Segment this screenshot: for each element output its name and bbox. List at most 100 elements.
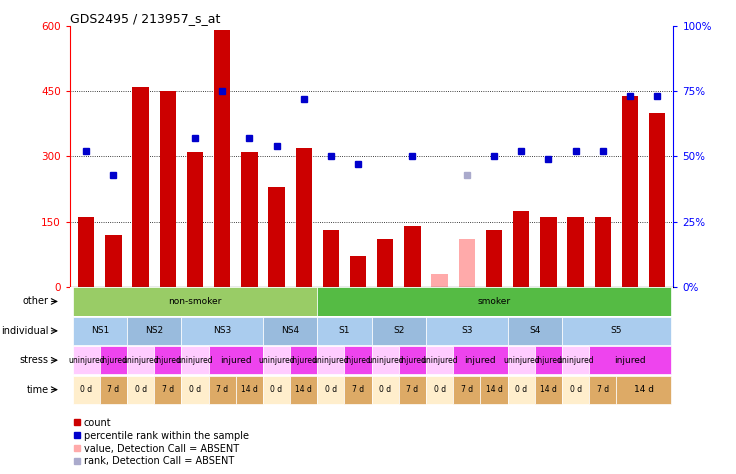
Bar <box>508 346 535 374</box>
Text: uninjured: uninjured <box>122 356 159 365</box>
Text: S5: S5 <box>611 327 622 335</box>
Text: S3: S3 <box>461 327 473 335</box>
Bar <box>317 375 344 404</box>
Bar <box>241 152 258 287</box>
Bar <box>372 346 399 374</box>
Text: 0 d: 0 d <box>379 385 392 394</box>
Bar <box>431 274 447 287</box>
Text: 14 d: 14 d <box>241 385 258 394</box>
Bar <box>562 317 670 345</box>
Bar <box>567 217 584 287</box>
Bar <box>127 375 155 404</box>
Text: S2: S2 <box>393 327 405 335</box>
Text: GDS2495 / 213957_s_at: GDS2495 / 213957_s_at <box>70 12 220 25</box>
Bar <box>535 375 562 404</box>
Text: individual: individual <box>1 326 49 336</box>
Text: 7 d: 7 d <box>162 385 174 394</box>
Text: uninjured: uninjured <box>313 356 349 365</box>
Bar <box>459 239 475 287</box>
Text: uninjured: uninjured <box>258 356 295 365</box>
Text: injured: injured <box>344 356 372 365</box>
Bar <box>296 148 312 287</box>
Text: 0 d: 0 d <box>189 385 201 394</box>
Text: non-smoker: non-smoker <box>169 297 222 306</box>
Text: uninjured: uninjured <box>367 356 403 365</box>
Bar <box>426 346 453 374</box>
Text: NS1: NS1 <box>91 327 109 335</box>
Text: 7 d: 7 d <box>216 385 228 394</box>
Text: 0 d: 0 d <box>80 385 92 394</box>
Text: 14 d: 14 d <box>540 385 557 394</box>
Text: 0 d: 0 d <box>515 385 527 394</box>
Text: uninjured: uninjured <box>177 356 213 365</box>
Bar <box>208 346 263 374</box>
Text: 0 d: 0 d <box>325 385 337 394</box>
Text: 7 d: 7 d <box>597 385 609 394</box>
Bar <box>155 346 181 374</box>
Text: other: other <box>23 296 49 307</box>
Bar <box>589 346 670 374</box>
Text: smoker: smoker <box>478 297 511 306</box>
Bar <box>562 375 589 404</box>
Bar <box>132 87 149 287</box>
Text: NS2: NS2 <box>145 327 163 335</box>
Text: 0 d: 0 d <box>570 385 581 394</box>
Text: 0 d: 0 d <box>135 385 146 394</box>
Text: injured: injured <box>399 356 426 365</box>
Bar <box>513 211 529 287</box>
Bar <box>73 346 100 374</box>
Bar <box>317 317 372 345</box>
Text: injured: injured <box>100 356 127 365</box>
Bar <box>481 375 508 404</box>
Bar <box>269 187 285 287</box>
Bar <box>508 317 562 345</box>
Bar <box>372 317 426 345</box>
Text: uninjured: uninjured <box>503 356 539 365</box>
Bar <box>100 375 127 404</box>
Text: 7 d: 7 d <box>107 385 119 394</box>
Text: stress: stress <box>20 355 49 365</box>
Bar <box>562 346 589 374</box>
Text: uninjured: uninjured <box>68 356 105 365</box>
Bar <box>404 226 420 287</box>
Text: 14 d: 14 d <box>295 385 312 394</box>
Bar <box>589 375 616 404</box>
Bar <box>290 346 317 374</box>
Text: injured: injured <box>290 356 317 365</box>
Legend: count, percentile rank within the sample, value, Detection Call = ABSENT, rank, : count, percentile rank within the sample… <box>70 414 252 470</box>
Bar <box>508 375 535 404</box>
Bar <box>263 375 290 404</box>
Text: uninjured: uninjured <box>557 356 594 365</box>
Bar <box>344 375 372 404</box>
Text: injured: injured <box>535 356 562 365</box>
Text: time: time <box>26 384 49 395</box>
Bar <box>214 30 230 287</box>
Text: 7 d: 7 d <box>352 385 364 394</box>
Bar <box>100 346 127 374</box>
Text: S1: S1 <box>339 327 350 335</box>
Bar <box>73 317 127 345</box>
Bar <box>317 287 670 316</box>
Bar <box>323 230 339 287</box>
Bar <box>73 375 100 404</box>
Bar <box>453 346 508 374</box>
Text: 7 d: 7 d <box>461 385 473 394</box>
Bar <box>208 375 236 404</box>
Bar <box>290 375 317 404</box>
Bar <box>595 217 611 287</box>
Text: NS4: NS4 <box>281 327 300 335</box>
Bar <box>622 96 638 287</box>
Text: injured: injured <box>614 356 645 365</box>
Bar <box>350 256 367 287</box>
Text: injured: injured <box>220 356 252 365</box>
Text: S4: S4 <box>529 327 540 335</box>
Bar <box>236 375 263 404</box>
Bar <box>649 113 665 287</box>
Bar <box>160 91 176 287</box>
Bar <box>426 317 508 345</box>
Bar <box>181 346 208 374</box>
Bar <box>317 346 344 374</box>
Bar <box>127 346 155 374</box>
Bar <box>105 235 121 287</box>
Bar <box>127 317 181 345</box>
